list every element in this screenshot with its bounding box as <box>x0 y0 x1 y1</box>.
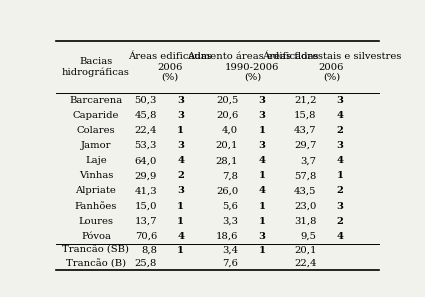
Text: Alpriate: Alpriate <box>76 187 116 195</box>
Text: 7,6: 7,6 <box>222 259 238 268</box>
Text: 21,2: 21,2 <box>294 96 317 105</box>
Text: Áreas florestais e silvestres
2006
(%): Áreas florestais e silvestres 2006 (%) <box>262 52 401 82</box>
Text: 4: 4 <box>258 156 266 165</box>
Text: 3: 3 <box>337 96 344 105</box>
Text: 2: 2 <box>337 126 344 135</box>
Text: Trancão (B): Trancão (B) <box>66 259 126 268</box>
Text: 70,6: 70,6 <box>135 232 157 241</box>
Text: 1: 1 <box>177 246 184 255</box>
Text: 1: 1 <box>258 201 266 211</box>
Text: 43,5: 43,5 <box>294 187 317 195</box>
Text: 3: 3 <box>258 232 266 241</box>
Text: 4: 4 <box>337 156 344 165</box>
Text: Colares: Colares <box>76 126 115 135</box>
Text: 4: 4 <box>177 156 184 165</box>
Text: 22,4: 22,4 <box>294 259 317 268</box>
Text: Loures: Loures <box>79 217 113 226</box>
Text: 3: 3 <box>337 201 344 211</box>
Text: 13,7: 13,7 <box>134 217 157 226</box>
Text: 2: 2 <box>337 187 344 195</box>
Text: 5,6: 5,6 <box>222 201 238 211</box>
Text: 20,1: 20,1 <box>294 246 317 255</box>
Text: Bacias
hidrográficas: Bacias hidrográficas <box>62 57 130 77</box>
Text: Caparide: Caparide <box>73 111 119 120</box>
Text: 41,3: 41,3 <box>134 187 157 195</box>
Text: Trancão (SB): Trancão (SB) <box>62 246 130 255</box>
Text: 3: 3 <box>258 96 266 105</box>
Text: 26,0: 26,0 <box>216 187 238 195</box>
Text: 64,0: 64,0 <box>134 156 157 165</box>
Text: Aumento áreas edificadas
1990-2006
(%): Aumento áreas edificadas 1990-2006 (%) <box>187 52 318 82</box>
Text: 29,7: 29,7 <box>294 141 317 150</box>
Text: 29,9: 29,9 <box>134 171 157 180</box>
Text: 1: 1 <box>337 171 344 180</box>
Text: 20,1: 20,1 <box>216 141 238 150</box>
Text: 20,5: 20,5 <box>216 96 238 105</box>
Text: 3,3: 3,3 <box>222 217 238 226</box>
Text: 3,7: 3,7 <box>300 156 317 165</box>
Text: 18,6: 18,6 <box>216 232 238 241</box>
Text: 15,0: 15,0 <box>134 201 157 211</box>
Text: 3: 3 <box>258 111 266 120</box>
Text: 1: 1 <box>177 126 184 135</box>
Text: 53,3: 53,3 <box>134 141 157 150</box>
Text: 3: 3 <box>177 141 184 150</box>
Text: Laje: Laje <box>85 156 107 165</box>
Text: 50,3: 50,3 <box>134 96 157 105</box>
Text: 15,8: 15,8 <box>294 111 317 120</box>
Text: 4: 4 <box>337 111 344 120</box>
Text: 25,8: 25,8 <box>134 259 157 268</box>
Text: Áreas edificadas
2006
(%): Áreas edificadas 2006 (%) <box>128 52 212 82</box>
Text: Póvoa: Póvoa <box>81 232 111 241</box>
Text: 3: 3 <box>177 187 184 195</box>
Text: 1: 1 <box>258 217 266 226</box>
Text: 28,1: 28,1 <box>216 156 238 165</box>
Text: 7,8: 7,8 <box>222 171 238 180</box>
Text: 4: 4 <box>177 232 184 241</box>
Text: 43,7: 43,7 <box>294 126 317 135</box>
Text: 3: 3 <box>258 141 266 150</box>
Text: 23,0: 23,0 <box>294 201 317 211</box>
Text: 22,4: 22,4 <box>134 126 157 135</box>
Text: 4,0: 4,0 <box>222 126 238 135</box>
Text: 3: 3 <box>177 111 184 120</box>
Text: 1: 1 <box>258 126 266 135</box>
Text: 2: 2 <box>177 171 184 180</box>
Text: 31,8: 31,8 <box>294 217 317 226</box>
Text: 1: 1 <box>177 201 184 211</box>
Text: 4: 4 <box>337 232 344 241</box>
Text: 57,8: 57,8 <box>294 171 317 180</box>
Text: Jamor: Jamor <box>81 141 111 150</box>
Text: Barcarena: Barcarena <box>69 96 122 105</box>
Text: Vinhas: Vinhas <box>79 171 113 180</box>
Text: 1: 1 <box>258 171 266 180</box>
Text: 3,4: 3,4 <box>222 246 238 255</box>
Text: 8,8: 8,8 <box>141 246 157 255</box>
Text: 2: 2 <box>337 217 344 226</box>
Text: 20,6: 20,6 <box>216 111 238 120</box>
Text: 9,5: 9,5 <box>300 232 317 241</box>
Text: Fanhões: Fanhões <box>75 201 117 211</box>
Text: 1: 1 <box>258 246 266 255</box>
Text: 45,8: 45,8 <box>134 111 157 120</box>
Text: 3: 3 <box>177 96 184 105</box>
Text: 3: 3 <box>337 141 344 150</box>
Text: 1: 1 <box>177 217 184 226</box>
Text: 4: 4 <box>258 187 266 195</box>
